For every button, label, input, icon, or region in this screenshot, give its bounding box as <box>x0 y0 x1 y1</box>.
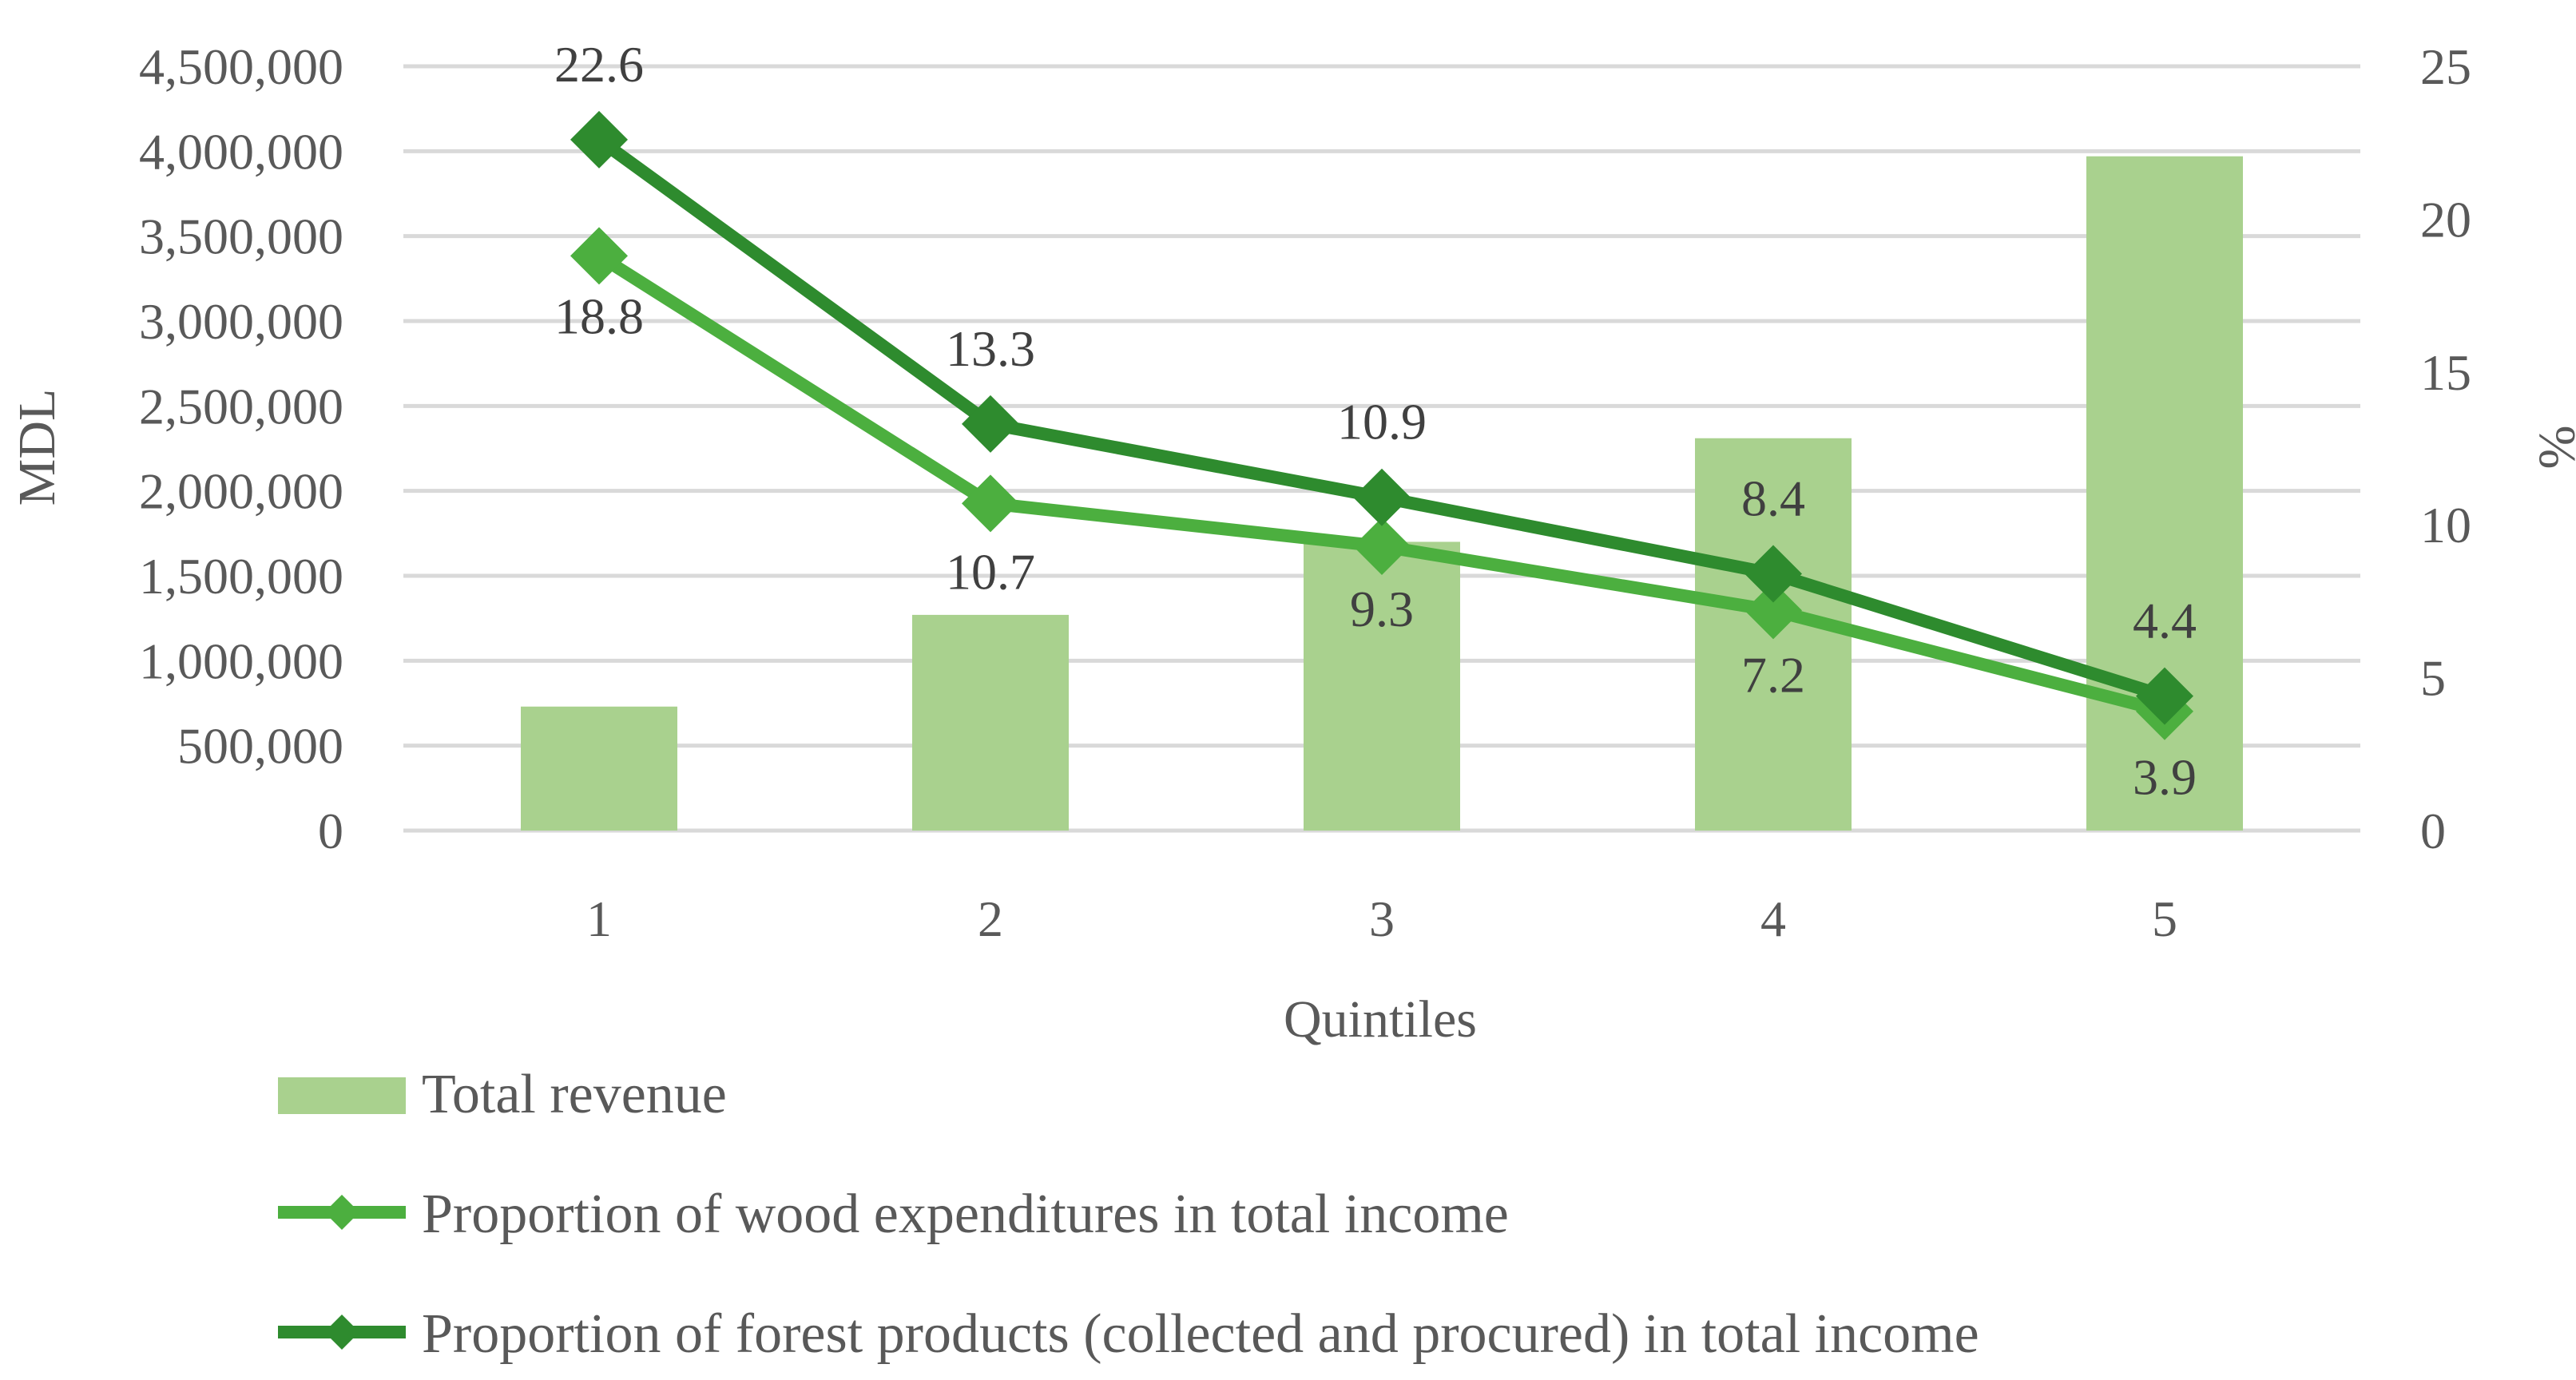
data-label-forest: 10.9 <box>1337 394 1427 450</box>
y-tick-label: 1,500,000 <box>139 548 343 605</box>
marker-wood <box>570 227 628 285</box>
y-tick-label: 3,500,000 <box>139 208 343 265</box>
data-label-wood: 7.2 <box>1741 646 1805 703</box>
marker-forest <box>1353 468 1411 526</box>
y2-tick-label: 20 <box>2420 191 2471 248</box>
bar-series <box>521 156 2243 831</box>
data-label-wood: 3.9 <box>2133 749 2197 806</box>
y-tick-label: 4,000,000 <box>139 123 343 180</box>
y-tick-label: 4,500,000 <box>139 38 343 95</box>
y-tick-label: 0 <box>318 803 343 859</box>
x-axis-ticks: 1 2 3 4 5 <box>586 890 2177 947</box>
legend-marker-forest <box>324 1315 359 1350</box>
y2-axis-title: % <box>2528 426 2576 470</box>
marker-wood <box>962 474 1019 533</box>
x-tick-label: 5 <box>2152 890 2177 947</box>
data-label-forest: 4.4 <box>2133 593 2197 649</box>
legend-label-total-revenue: Total revenue <box>422 1064 727 1125</box>
y2-tick-label: 0 <box>2420 803 2446 859</box>
legend-swatch-total-revenue <box>278 1077 406 1114</box>
x-tick-label: 2 <box>978 890 1003 947</box>
legend-marker-wood <box>324 1195 359 1230</box>
y-tick-label: 2,000,000 <box>139 463 343 520</box>
marker-forest <box>962 395 1019 453</box>
y-axis-title: MDL <box>8 389 66 506</box>
marker-wood <box>1744 581 1802 640</box>
data-label-wood: 9.3 <box>1350 581 1414 637</box>
y-tick-label: 1,000,000 <box>139 632 343 689</box>
y-tick-label: 3,000,000 <box>139 293 343 350</box>
bar-total-revenue <box>521 706 677 831</box>
bar-total-revenue <box>912 614 1069 831</box>
data-labels: 18.8 10.7 9.3 7.2 3.9 22.6 13.3 10.9 8.4 4.4 <box>554 36 2197 806</box>
legend-label-wood: Proportion of wood expenditures in total… <box>422 1184 1509 1245</box>
marker-forest <box>1744 545 1802 603</box>
data-label-forest: 8.4 <box>1741 470 1805 526</box>
legend: Total revenue Proportion of wood expendi… <box>278 1064 1979 1365</box>
marker-forest <box>2136 667 2193 725</box>
x-tick-label: 3 <box>1369 890 1395 947</box>
marker-wood <box>1353 517 1411 575</box>
y2-tick-label: 5 <box>2420 650 2446 707</box>
x-tick-label: 1 <box>586 890 612 947</box>
legend-label-forest: Proportion of forest products (collected… <box>422 1303 1979 1365</box>
y-tick-label: 500,000 <box>177 718 343 775</box>
bar-total-revenue <box>1304 541 1460 831</box>
y-tick-label: 2,500,000 <box>139 378 343 434</box>
y2-tick-label: 25 <box>2420 38 2471 95</box>
data-label-wood: 18.8 <box>554 288 644 344</box>
marker-forest <box>570 110 628 169</box>
line-series <box>570 110 2193 740</box>
x-tick-label: 4 <box>1760 890 1786 947</box>
left-axis-ticks: 0 500,000 1,000,000 1,500,000 2,000,000 2,500… <box>139 38 343 859</box>
x-axis-title: Quintiles <box>1284 990 1477 1049</box>
y2-tick-label: 15 <box>2420 344 2471 401</box>
data-label-forest: 22.6 <box>554 36 644 93</box>
data-label-forest: 13.3 <box>946 320 1035 377</box>
y2-tick-label: 10 <box>2420 497 2471 553</box>
right-axis-ticks: 0 5 10 15 20 25 <box>2420 38 2471 859</box>
data-label-wood: 10.7 <box>946 543 1035 600</box>
